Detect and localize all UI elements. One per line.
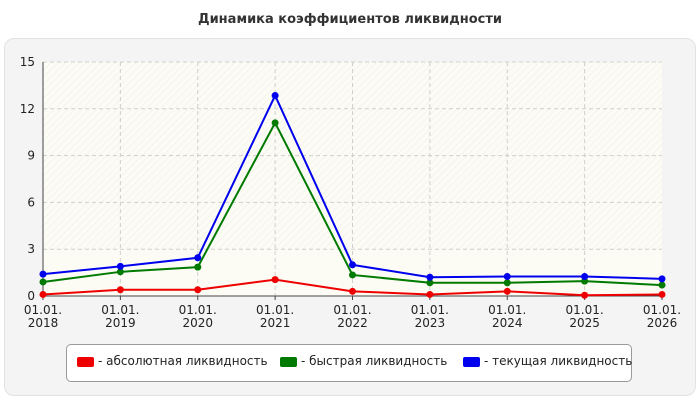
legend-swatch (77, 356, 94, 367)
y-tick-label: 15 (20, 55, 35, 69)
legend-label: - быстрая ликвидность (301, 354, 448, 368)
series-point-1 (581, 291, 589, 299)
series-point-3 (503, 273, 511, 280)
series-point-2 (658, 281, 666, 289)
series-point-1 (39, 290, 47, 298)
chart-legend: - абсолютная ликвидность - быстрая ликвид… (66, 344, 632, 382)
legend-item: - абсолютная ликвидность (77, 354, 268, 368)
series-point-1 (658, 290, 666, 298)
y-tick-label: 9 (27, 149, 35, 163)
series-point-3 (581, 273, 589, 280)
series-point-1 (116, 286, 124, 294)
x-tick-label: 01.01. 2024 (488, 303, 526, 330)
series-point-2 (349, 271, 356, 279)
series-point-1 (426, 290, 434, 298)
legend-item: - текущая ликвидность (463, 354, 632, 368)
x-tick-label: 01.01. 2026 (643, 303, 681, 330)
y-tick-label: 0 (27, 289, 35, 303)
x-tick-label: 01.01. 2023 (411, 303, 449, 330)
series-point-1 (271, 276, 279, 284)
series-point-2 (426, 279, 434, 287)
y-tick-label: 3 (27, 242, 35, 256)
series-point-2 (271, 119, 279, 127)
legend-swatch (463, 356, 480, 367)
series-point-1 (349, 287, 356, 295)
series-point-2 (116, 268, 124, 276)
legend-label: - текущая ликвидность (484, 354, 633, 368)
legend-swatch (280, 356, 297, 367)
x-tick-label: 01.01. 2018 (24, 303, 62, 330)
series-point-1 (194, 286, 202, 294)
series-point-3 (116, 262, 124, 270)
series-point-2 (39, 278, 47, 286)
series-point-3 (39, 270, 47, 278)
y-tick-label: 12 (20, 102, 35, 116)
y-tick-label: 6 (27, 195, 35, 209)
x-tick-label: 01.01. 2022 (333, 303, 371, 330)
x-tick-label: 01.01. 2025 (566, 303, 604, 330)
x-tick-label: 01.01. 2020 (179, 303, 217, 330)
series-point-3 (349, 261, 356, 269)
legend-item: - быстрая ликвидность (280, 354, 447, 368)
series-point-1 (503, 287, 511, 295)
series-point-2 (503, 279, 511, 287)
series-point-3 (194, 254, 202, 262)
x-tick-label: 01.01. 2021 (256, 303, 294, 330)
series-point-3 (426, 273, 434, 281)
chart-title: Динамика коэффициентов ликвидности (198, 12, 502, 27)
series-point-3 (658, 275, 666, 283)
x-tick-label: 01.01. 2019 (101, 303, 139, 330)
series-point-2 (194, 263, 202, 271)
series-point-3 (271, 92, 279, 100)
legend-label: - абсолютная ликвидность (98, 354, 268, 368)
